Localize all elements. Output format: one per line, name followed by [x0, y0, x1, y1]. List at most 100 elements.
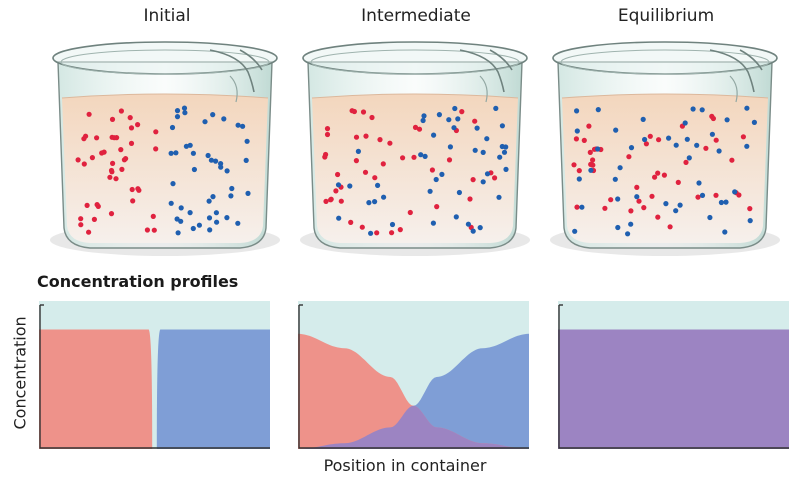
beaker-rim-inner — [310, 49, 520, 75]
blue-particle — [484, 171, 491, 177]
red-particle — [446, 157, 453, 163]
red-particle — [574, 204, 580, 210]
blue-particle — [503, 144, 509, 150]
blue-particle — [451, 125, 457, 131]
red-particle — [634, 184, 640, 190]
blue-particle — [499, 123, 505, 129]
blue-particle — [744, 105, 750, 111]
red-particle — [710, 115, 716, 122]
red-particle — [108, 211, 115, 217]
beaker-spout-reflection — [479, 75, 488, 103]
blue-particle — [747, 218, 753, 224]
red-particle — [130, 198, 136, 204]
red-particle — [736, 192, 742, 198]
red-particle — [740, 134, 746, 140]
blue-particle — [455, 116, 461, 122]
red-particle — [649, 193, 655, 199]
red-particle — [472, 118, 478, 124]
red-particle — [374, 230, 380, 236]
red-particle — [360, 109, 367, 115]
red-particle — [328, 196, 334, 202]
beaker-rim-inner — [560, 49, 770, 75]
red-particle — [571, 162, 577, 168]
blue-particle — [235, 122, 241, 128]
blue-particle — [421, 113, 427, 119]
blue-particle — [446, 117, 452, 123]
red-particle — [656, 137, 662, 143]
beaker-spout-reflection — [229, 75, 238, 103]
blue-particle — [210, 194, 216, 200]
blue-particle — [625, 231, 631, 237]
red-particle — [470, 177, 476, 183]
blue-particle — [474, 125, 480, 131]
blue-particle — [595, 107, 601, 113]
section-title: Concentration profiles — [37, 272, 239, 291]
blue-particle — [430, 220, 436, 226]
blue-particle — [169, 124, 176, 131]
red-particle — [86, 111, 92, 117]
blue-concentration-area — [156, 329, 270, 449]
blue-particle — [732, 189, 738, 195]
blue-particle — [208, 157, 214, 163]
red-particle — [81, 161, 87, 167]
blue-particle — [347, 183, 353, 189]
blue-particle — [744, 143, 750, 149]
blue-particle — [418, 152, 424, 158]
blue-particle — [168, 150, 174, 156]
profile-axes — [298, 305, 529, 449]
blue-particle — [709, 131, 715, 137]
profile-axes — [558, 305, 789, 449]
blue-particle — [690, 106, 696, 112]
beaker-spout — [209, 49, 263, 93]
blue-particle — [716, 148, 722, 154]
red-particle — [380, 161, 386, 167]
blue-particle — [617, 165, 623, 171]
red-particle — [590, 157, 596, 163]
blue-particle — [335, 182, 342, 188]
blue-particle — [439, 171, 445, 177]
blue-particle — [420, 117, 426, 124]
red-particle — [119, 166, 125, 172]
blue-particle — [477, 225, 483, 231]
blue-particle — [381, 194, 387, 200]
blue-particle — [722, 229, 728, 235]
red-particle — [400, 155, 406, 161]
mixed-concentration-area — [558, 329, 789, 449]
blue-particle — [484, 136, 490, 142]
blue-particle — [723, 199, 729, 205]
blue-particle — [666, 135, 672, 141]
red-particle — [129, 186, 135, 193]
blue-particle — [694, 142, 700, 148]
red-particle — [411, 154, 417, 160]
red-particle — [84, 202, 90, 208]
blue-particle — [174, 114, 181, 120]
red-particle — [729, 157, 735, 163]
red-particle — [151, 227, 157, 233]
blue-particle — [493, 105, 499, 111]
red-particle — [587, 149, 593, 155]
red-particle — [628, 208, 634, 214]
blue-particle — [724, 117, 730, 123]
beaker-intermediate — [300, 41, 530, 256]
blue-particle — [240, 123, 246, 129]
red-particle — [322, 154, 328, 160]
profile-intermediate — [298, 301, 529, 449]
blue-particle — [579, 204, 585, 210]
beakers-illustration — [50, 41, 780, 256]
red-concentration-area — [39, 329, 153, 449]
blue-particle — [210, 112, 216, 118]
blue-particle — [190, 150, 196, 156]
blue-particle — [480, 149, 486, 155]
blue-particle — [218, 164, 224, 170]
red-particle — [602, 205, 608, 211]
red-particle — [429, 167, 435, 173]
stage-title-equilibrium: Equilibrium — [617, 6, 715, 26]
red-particle — [333, 188, 339, 194]
blue-particle — [663, 201, 669, 207]
blue-particle — [389, 221, 396, 228]
red-particle — [86, 229, 92, 235]
red-particle — [128, 125, 135, 131]
red-particle — [335, 171, 341, 178]
blue-particle — [470, 228, 476, 234]
blue-particle — [191, 166, 197, 173]
